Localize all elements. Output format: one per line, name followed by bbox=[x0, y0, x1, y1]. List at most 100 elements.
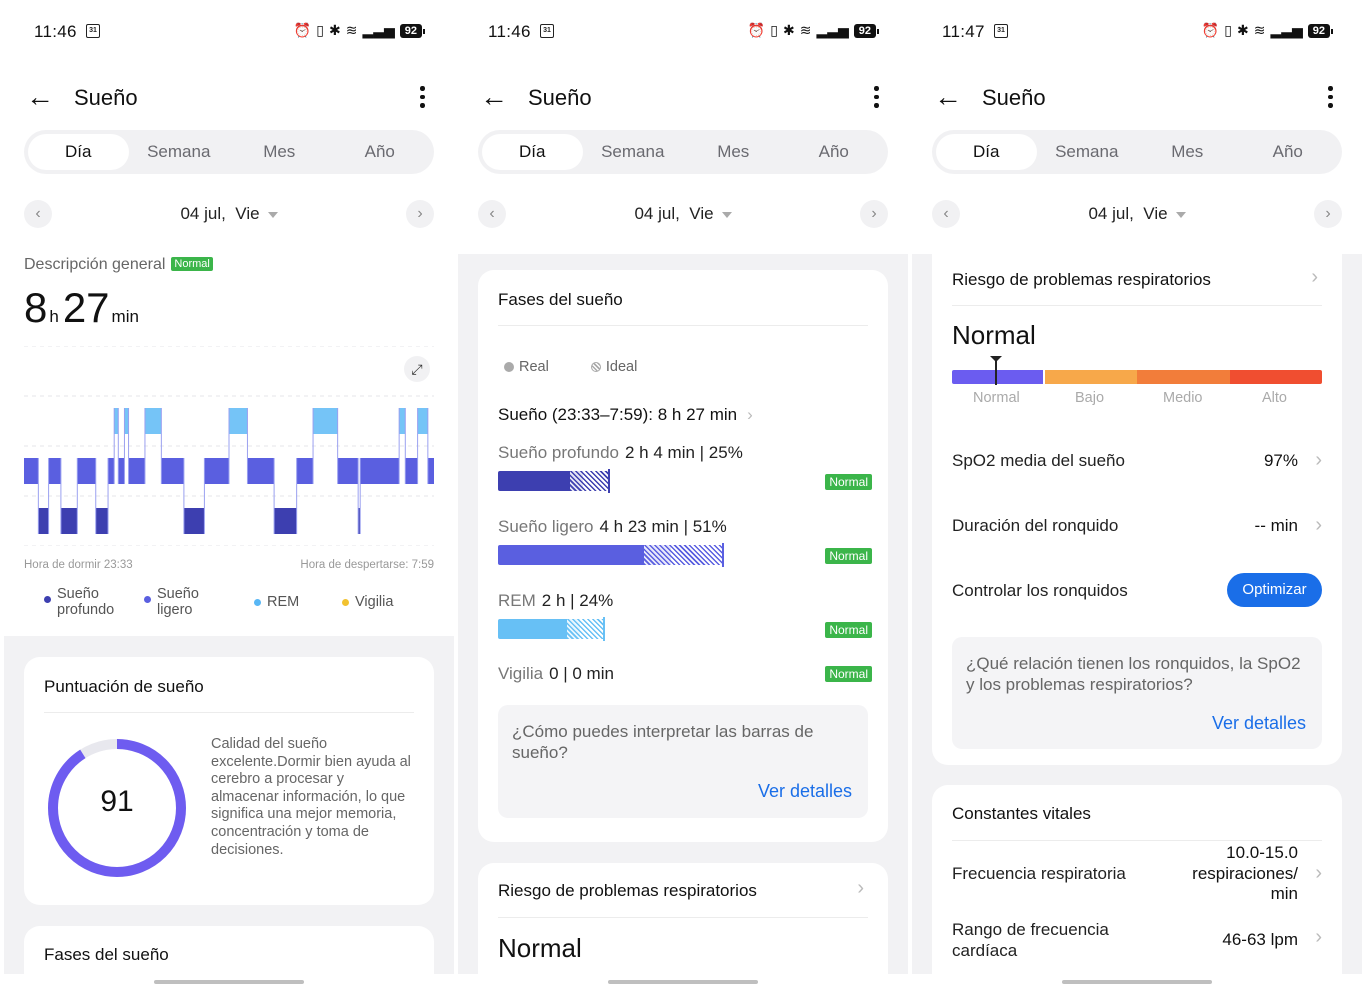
hypnogram-segment bbox=[161, 458, 184, 484]
hypnogram-svg bbox=[24, 345, 434, 547]
status-time: 11:46 bbox=[34, 22, 77, 41]
ideal-edge bbox=[603, 617, 606, 641]
bluetooth-icon: ✱ bbox=[782, 22, 795, 38]
heart-rate-row[interactable]: Rango de frecuencia cardíaca 46-63 lpm › bbox=[952, 920, 1322, 960]
previous-day-chevron-icon[interactable]: ‹ bbox=[478, 200, 506, 228]
overview-label: Descripción general Normal bbox=[24, 256, 213, 274]
phases-details-link[interactable]: Ver detalles bbox=[757, 781, 852, 801]
tab-day[interactable]: Día bbox=[936, 134, 1037, 170]
resp-card-title[interactable]: Riesgo de problemas respiratorios bbox=[952, 270, 1211, 289]
more-options-icon[interactable] bbox=[874, 86, 880, 108]
hypnogram-segment bbox=[417, 408, 428, 434]
legend-dot bbox=[144, 596, 151, 603]
tab-day[interactable]: Día bbox=[28, 134, 129, 170]
back-arrow-icon[interactable]: ← bbox=[480, 81, 508, 112]
tab-week[interactable]: Semana bbox=[1055, 142, 1119, 161]
battery-icon: 92 bbox=[853, 23, 880, 38]
chevron-right-icon[interactable]: › bbox=[1311, 266, 1318, 288]
risk-label-medium: Medio bbox=[1163, 390, 1203, 406]
screen-phases: 11:46 31 ⏰ ▯ ✱ ≋ ▂▃▅ 92 ← Sueño Día Sema… bbox=[458, 0, 908, 998]
legend-awake: Vigilia bbox=[342, 594, 393, 610]
date-selector: ‹ 04 jul, Vie › bbox=[932, 198, 1342, 230]
tab-week[interactable]: Semana bbox=[601, 142, 665, 161]
tab-year[interactable]: Año bbox=[364, 142, 395, 161]
home-indicator[interactable] bbox=[608, 980, 758, 984]
phases-card-title: Fases del sueño bbox=[44, 945, 169, 964]
bluetooth-icon: ✱ bbox=[328, 22, 341, 38]
phase-light-badge: Normal bbox=[825, 548, 872, 564]
resp-rate-row[interactable]: Frecuencia respiratoria › bbox=[952, 862, 1322, 884]
bedtime-label: Hora de dormir 23:33 bbox=[24, 559, 133, 571]
heart-rate-value: 46-63 lpm bbox=[1222, 930, 1298, 949]
next-day-chevron-icon[interactable]: › bbox=[406, 200, 434, 228]
vitals-card-title: Constantes vitales bbox=[952, 804, 1091, 823]
tab-month[interactable]: Mes bbox=[263, 142, 296, 161]
home-indicator[interactable] bbox=[1062, 980, 1212, 984]
tab-week[interactable]: Semana bbox=[147, 142, 211, 161]
status-bar: 11:46 31 ⏰ ▯ ✱ ≋ ▂▃▅ 92 bbox=[4, 20, 454, 42]
hypnogram-legend: Sueño profundo Sueño ligero REM Vigilia bbox=[44, 586, 424, 622]
optimize-button[interactable]: Optimizar bbox=[1227, 573, 1322, 607]
legend-dot bbox=[254, 599, 261, 606]
risk-segment bbox=[1229, 370, 1322, 384]
next-day-chevron-icon[interactable]: › bbox=[860, 200, 888, 228]
status-bar: 11:47 31 ⏰ ▯ ✱ ≋ ▂▃▅ 92 bbox=[912, 20, 1362, 42]
battery-icon: 92 bbox=[399, 23, 426, 38]
spo2-row[interactable]: SpO2 media del sueño 97% › bbox=[952, 449, 1322, 471]
hypnogram-segment bbox=[108, 458, 115, 484]
next-day-chevron-icon[interactable]: › bbox=[1314, 200, 1342, 228]
hypnogram-chart: ⤢ bbox=[24, 345, 434, 547]
alarm-icon: ⏰ bbox=[1201, 22, 1220, 38]
alarm-icon: ⏰ bbox=[747, 22, 766, 38]
tab-day[interactable]: Día bbox=[482, 134, 583, 170]
resp-rate-value: 10.0-15.0 respiraciones/ min bbox=[1192, 843, 1298, 903]
wifi-icon: ≋ bbox=[345, 22, 358, 38]
signal-icon: ▂▃▅ bbox=[816, 22, 849, 38]
risk-marker-icon bbox=[990, 356, 1003, 385]
more-options-icon[interactable] bbox=[420, 86, 426, 108]
risk-label-high: Alto bbox=[1262, 390, 1287, 406]
hypnogram-segment bbox=[274, 508, 297, 534]
real-fill bbox=[498, 471, 583, 491]
chevron-right-icon: › bbox=[1315, 862, 1322, 884]
real-fill bbox=[498, 619, 580, 639]
date-picker[interactable]: 04 jul, Vie bbox=[932, 204, 1342, 224]
resp-risk-scale bbox=[952, 370, 1322, 384]
page-title: Sueño bbox=[74, 85, 138, 110]
vibrate-icon: ▯ bbox=[770, 22, 778, 38]
hypnogram-segment bbox=[24, 458, 39, 484]
tab-year[interactable]: Año bbox=[1272, 142, 1303, 161]
hypnogram-segment bbox=[48, 458, 61, 484]
home-indicator[interactable] bbox=[154, 980, 304, 984]
page-title: Sueño bbox=[982, 85, 1046, 110]
expand-icon[interactable]: ⤢ bbox=[404, 356, 430, 382]
previous-day-chevron-icon[interactable]: ‹ bbox=[932, 200, 960, 228]
snore-row[interactable]: Duración del ronquido -- min › bbox=[952, 514, 1322, 536]
phase-awake-label: Vigilia 0 | 0 min bbox=[498, 664, 614, 683]
hypnogram-segment bbox=[204, 458, 229, 484]
hypnogram-segment bbox=[183, 508, 205, 534]
real-dot-icon bbox=[504, 362, 514, 372]
previous-day-chevron-icon[interactable]: ‹ bbox=[24, 200, 52, 228]
date-picker[interactable]: 04 jul, Vie bbox=[478, 204, 888, 224]
more-options-icon[interactable] bbox=[1328, 86, 1334, 108]
legend-dot bbox=[44, 596, 51, 603]
tab-month[interactable]: Mes bbox=[1171, 142, 1204, 161]
hypnogram-segment bbox=[337, 458, 359, 484]
back-arrow-icon[interactable]: ← bbox=[26, 81, 54, 112]
hypnogram-segment bbox=[114, 408, 119, 434]
date-picker[interactable]: 04 jul, Vie bbox=[24, 204, 434, 224]
tab-year[interactable]: Año bbox=[818, 142, 849, 161]
chevron-right-icon: › bbox=[857, 877, 864, 899]
spo2-value: 97% bbox=[1263, 451, 1298, 470]
resp-details-link[interactable]: Ver detalles bbox=[1211, 713, 1306, 733]
risk-segment bbox=[1044, 370, 1137, 384]
phase-awake-badge: Normal bbox=[825, 666, 872, 682]
tab-month[interactable]: Mes bbox=[717, 142, 750, 161]
sleep-range[interactable]: Sueño (23:33–7:59): 8 h 27 min › bbox=[498, 405, 753, 424]
resp-card-title: Riesgo de problemas respiratorios bbox=[498, 881, 757, 900]
vibrate-icon: ▯ bbox=[1224, 22, 1232, 38]
battery-icon: 92 bbox=[1307, 23, 1334, 38]
app-header: ← Sueño bbox=[4, 80, 454, 116]
back-arrow-icon[interactable]: ← bbox=[934, 81, 962, 112]
